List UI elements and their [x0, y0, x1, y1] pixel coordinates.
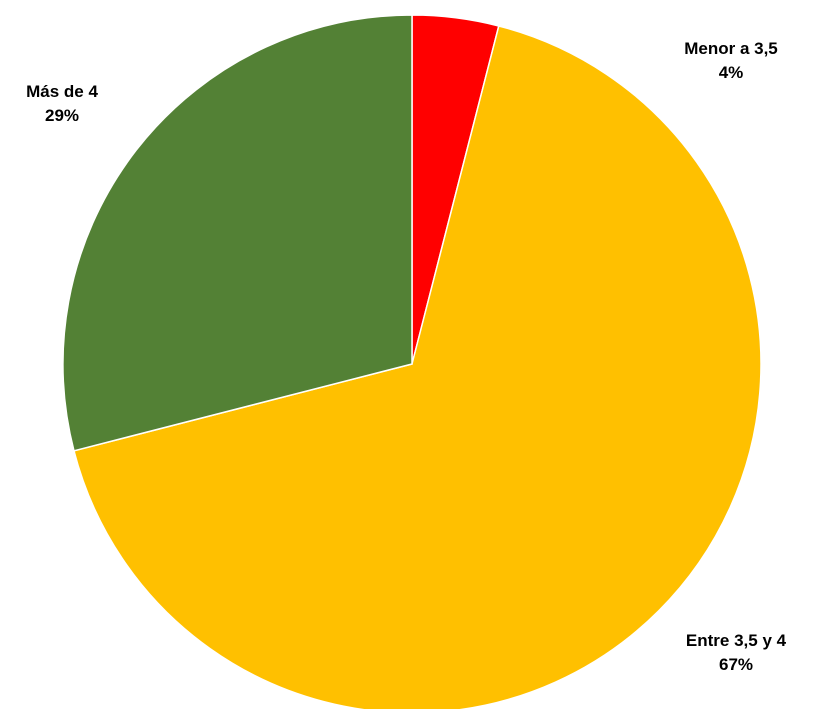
pie-slice-2	[73, 25, 762, 709]
slice-category-label: Menor a 3,5	[684, 39, 778, 58]
pie-slices	[62, 14, 762, 709]
pie-labels: Menor a 3,5 4% Entre 3,5 y 4 67% Más de 4 29%	[26, 39, 787, 674]
slice-category-label: Más de 4	[26, 82, 98, 101]
slice-percent-label: 4%	[719, 63, 744, 82]
slice-category-label: Entre 3,5 y 4	[686, 631, 787, 650]
pie-slice-3	[62, 14, 413, 452]
slice-percent-label: 67%	[719, 655, 753, 674]
slice-percent-label: 29%	[45, 106, 79, 125]
